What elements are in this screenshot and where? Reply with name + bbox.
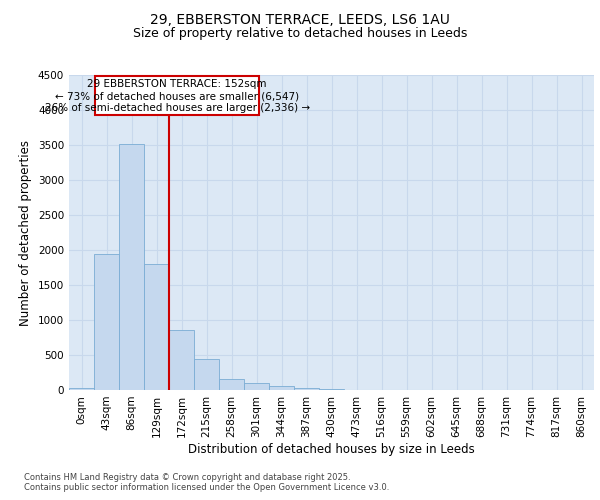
Bar [294,388,319,390]
Bar [144,264,169,390]
Text: 26% of semi-detached houses are larger (2,336) →: 26% of semi-detached houses are larger (… [44,104,310,114]
Bar [169,330,194,390]
Bar [194,358,219,390]
Bar [219,379,244,390]
Bar [244,384,269,390]
Bar [319,389,344,390]
Text: Size of property relative to detached houses in Leeds: Size of property relative to detached ho… [133,28,467,40]
Bar [94,254,119,390]
Text: Contains HM Land Registry data © Crown copyright and database right 2025.
Contai: Contains HM Land Registry data © Crown c… [24,472,389,492]
Text: 29, EBBERSTON TERRACE, LEEDS, LS6 1AU: 29, EBBERSTON TERRACE, LEEDS, LS6 1AU [150,12,450,26]
Text: 29 EBBERSTON TERRACE: 152sqm: 29 EBBERSTON TERRACE: 152sqm [88,79,267,89]
Bar [69,388,94,390]
Text: ← 73% of detached houses are smaller (6,547): ← 73% of detached houses are smaller (6,… [55,92,299,102]
FancyBboxPatch shape [95,76,259,115]
Bar [269,386,294,390]
Y-axis label: Number of detached properties: Number of detached properties [19,140,32,326]
X-axis label: Distribution of detached houses by size in Leeds: Distribution of detached houses by size … [188,442,475,456]
Bar [119,144,144,390]
